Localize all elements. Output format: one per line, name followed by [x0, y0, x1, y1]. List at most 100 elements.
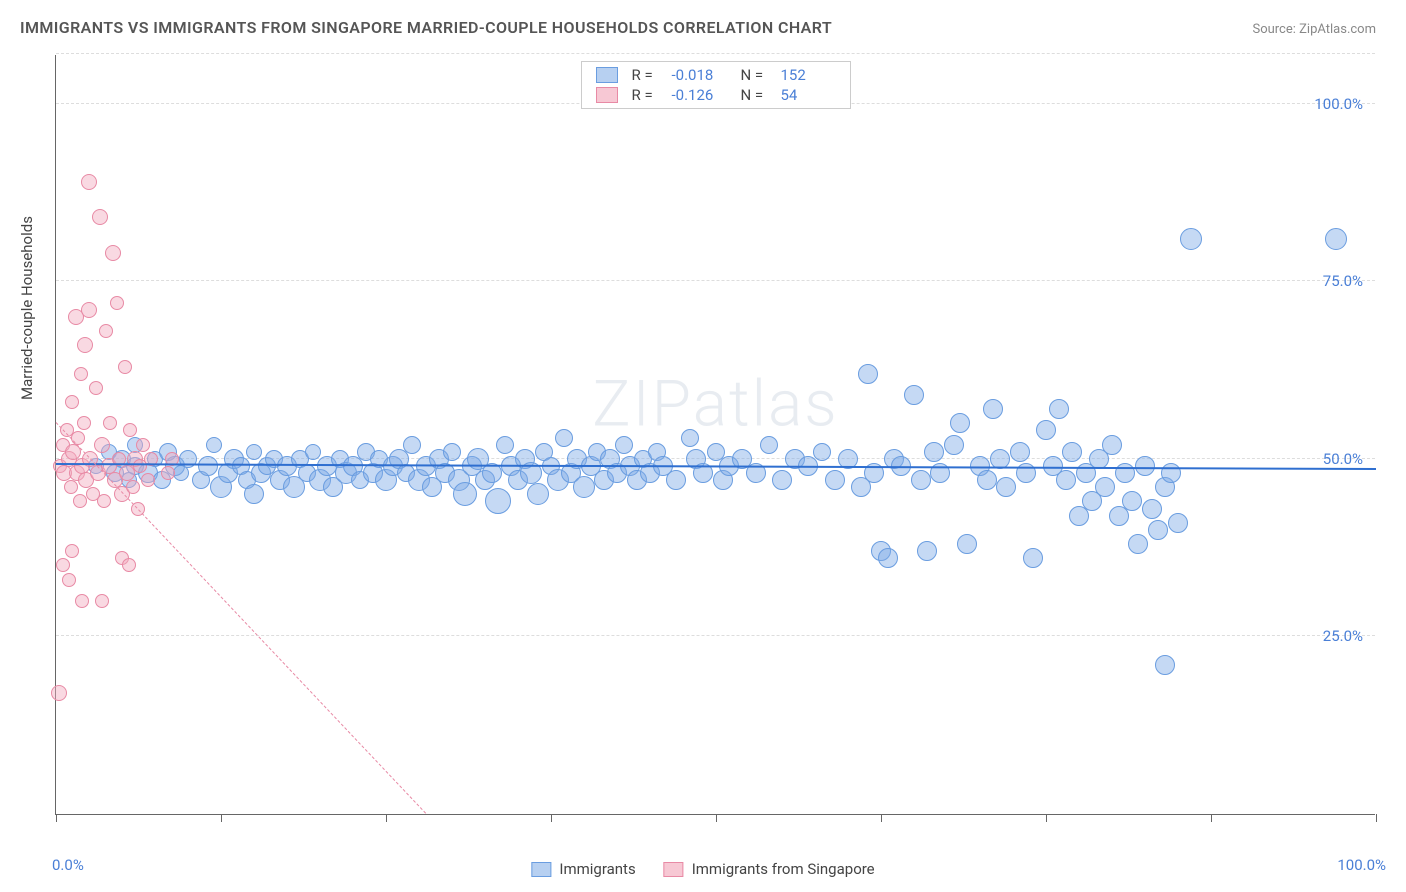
- data-point-immigrants: [573, 476, 595, 498]
- data-point-singapore: [110, 296, 124, 310]
- data-point-immigrants: [206, 437, 222, 453]
- data-point-singapore: [94, 437, 110, 453]
- data-point-immigrants: [1010, 442, 1030, 462]
- legend-swatch: [664, 862, 684, 877]
- data-point-singapore: [99, 324, 113, 338]
- data-point-immigrants: [1049, 399, 1069, 419]
- legend-r-value: -0.126: [672, 86, 727, 104]
- x-tick: [386, 814, 387, 822]
- y-tick-label: 75.0%: [1323, 272, 1363, 290]
- data-point-singapore: [74, 367, 88, 381]
- x-tick: [551, 814, 552, 822]
- y-tick-label: 25.0%: [1323, 627, 1363, 645]
- data-point-immigrants: [403, 436, 421, 454]
- data-point-immigrants: [666, 470, 686, 490]
- data-point-immigrants: [1168, 513, 1188, 533]
- legend-n-label: N =: [741, 86, 767, 104]
- gridline-horizontal: [56, 53, 1375, 54]
- legend-label: Immigrants: [559, 860, 635, 878]
- data-point-immigrants: [772, 470, 792, 490]
- data-point-singapore: [77, 337, 93, 353]
- data-point-immigrants: [1155, 655, 1175, 675]
- legend-r-label: R =: [632, 66, 658, 84]
- data-point-singapore: [56, 558, 70, 572]
- series-legend: Immigrants Immigrants from Singapore: [531, 860, 874, 878]
- x-tick: [56, 814, 57, 822]
- x-tick: [1046, 814, 1047, 822]
- data-point-immigrants: [453, 482, 477, 506]
- legend-item: Immigrants from Singapore: [664, 860, 875, 878]
- data-point-singapore: [81, 174, 97, 190]
- data-point-immigrants: [1036, 420, 1056, 440]
- data-point-immigrants: [911, 470, 931, 490]
- legend-r-label: R =: [632, 86, 658, 104]
- y-tick-label: 50.0%: [1323, 450, 1363, 468]
- x-tick: [1211, 814, 1212, 822]
- data-point-singapore: [105, 245, 121, 261]
- data-point-singapore: [89, 381, 103, 395]
- data-point-immigrants: [878, 548, 898, 568]
- data-point-immigrants: [681, 429, 699, 447]
- x-tick: [716, 814, 717, 822]
- data-point-singapore: [51, 685, 67, 701]
- data-point-immigrants: [527, 483, 549, 505]
- data-point-immigrants: [1102, 435, 1122, 455]
- data-point-immigrants: [244, 484, 264, 504]
- legend-row: R = -0.126 N = 54: [596, 86, 836, 104]
- legend-n-value: 54: [781, 86, 836, 104]
- data-point-immigrants: [305, 444, 321, 460]
- data-point-singapore: [73, 494, 87, 508]
- data-point-singapore: [77, 416, 91, 430]
- data-point-immigrants: [983, 399, 1003, 419]
- x-tick: [1376, 814, 1377, 822]
- y-tick-label: 100.0%: [1314, 95, 1363, 113]
- data-point-immigrants: [615, 436, 633, 454]
- chart-title: IMMIGRANTS VS IMMIGRANTS FROM SINGAPORE …: [20, 18, 832, 37]
- data-point-immigrants: [1023, 548, 1043, 568]
- legend-label: Immigrants from Singapore: [692, 860, 875, 878]
- data-point-immigrants: [858, 364, 878, 384]
- data-point-singapore: [136, 438, 150, 452]
- data-point-singapore: [161, 466, 175, 480]
- data-point-immigrants: [1142, 499, 1162, 519]
- data-point-immigrants: [825, 470, 845, 490]
- data-point-immigrants: [1180, 228, 1202, 250]
- data-point-immigrants: [1122, 491, 1142, 511]
- legend-item: Immigrants: [531, 860, 635, 878]
- data-point-immigrants: [1161, 463, 1181, 483]
- data-point-singapore: [81, 302, 97, 318]
- data-point-immigrants: [1325, 228, 1347, 250]
- gridline-horizontal: [56, 280, 1375, 281]
- data-point-immigrants: [1148, 520, 1168, 540]
- data-point-singapore: [65, 395, 79, 409]
- data-point-singapore: [95, 594, 109, 608]
- data-point-singapore: [141, 473, 155, 487]
- legend-row: R =-0.018N =152: [596, 66, 836, 84]
- data-point-singapore: [97, 494, 111, 508]
- data-point-immigrants: [996, 477, 1016, 497]
- x-axis-max-label: 100.0%: [1337, 856, 1386, 874]
- data-point-immigrants: [813, 443, 831, 461]
- data-point-singapore: [126, 480, 140, 494]
- x-axis-min-label: 0.0%: [52, 856, 84, 874]
- data-point-singapore: [65, 544, 79, 558]
- data-point-immigrants: [1062, 442, 1082, 462]
- data-point-singapore: [64, 480, 78, 494]
- legend-n-label: N =: [741, 66, 767, 84]
- data-point-singapore: [62, 573, 76, 587]
- data-point-immigrants: [246, 444, 262, 460]
- data-point-singapore: [103, 416, 117, 430]
- data-point-immigrants: [1056, 470, 1076, 490]
- x-tick: [881, 814, 882, 822]
- data-point-immigrants: [555, 429, 573, 447]
- data-point-singapore: [122, 558, 136, 572]
- data-point-immigrants: [950, 413, 970, 433]
- data-point-immigrants: [485, 488, 511, 514]
- legend-n-value: 152: [781, 66, 836, 84]
- data-point-immigrants: [957, 534, 977, 554]
- correlation-legend: R =-0.018N =152R =-0.126N =54: [581, 61, 851, 109]
- gridline-horizontal: [56, 635, 1375, 636]
- y-axis-label: Married-couple Households: [18, 216, 36, 400]
- data-point-immigrants: [977, 470, 997, 490]
- data-point-singapore: [123, 423, 137, 437]
